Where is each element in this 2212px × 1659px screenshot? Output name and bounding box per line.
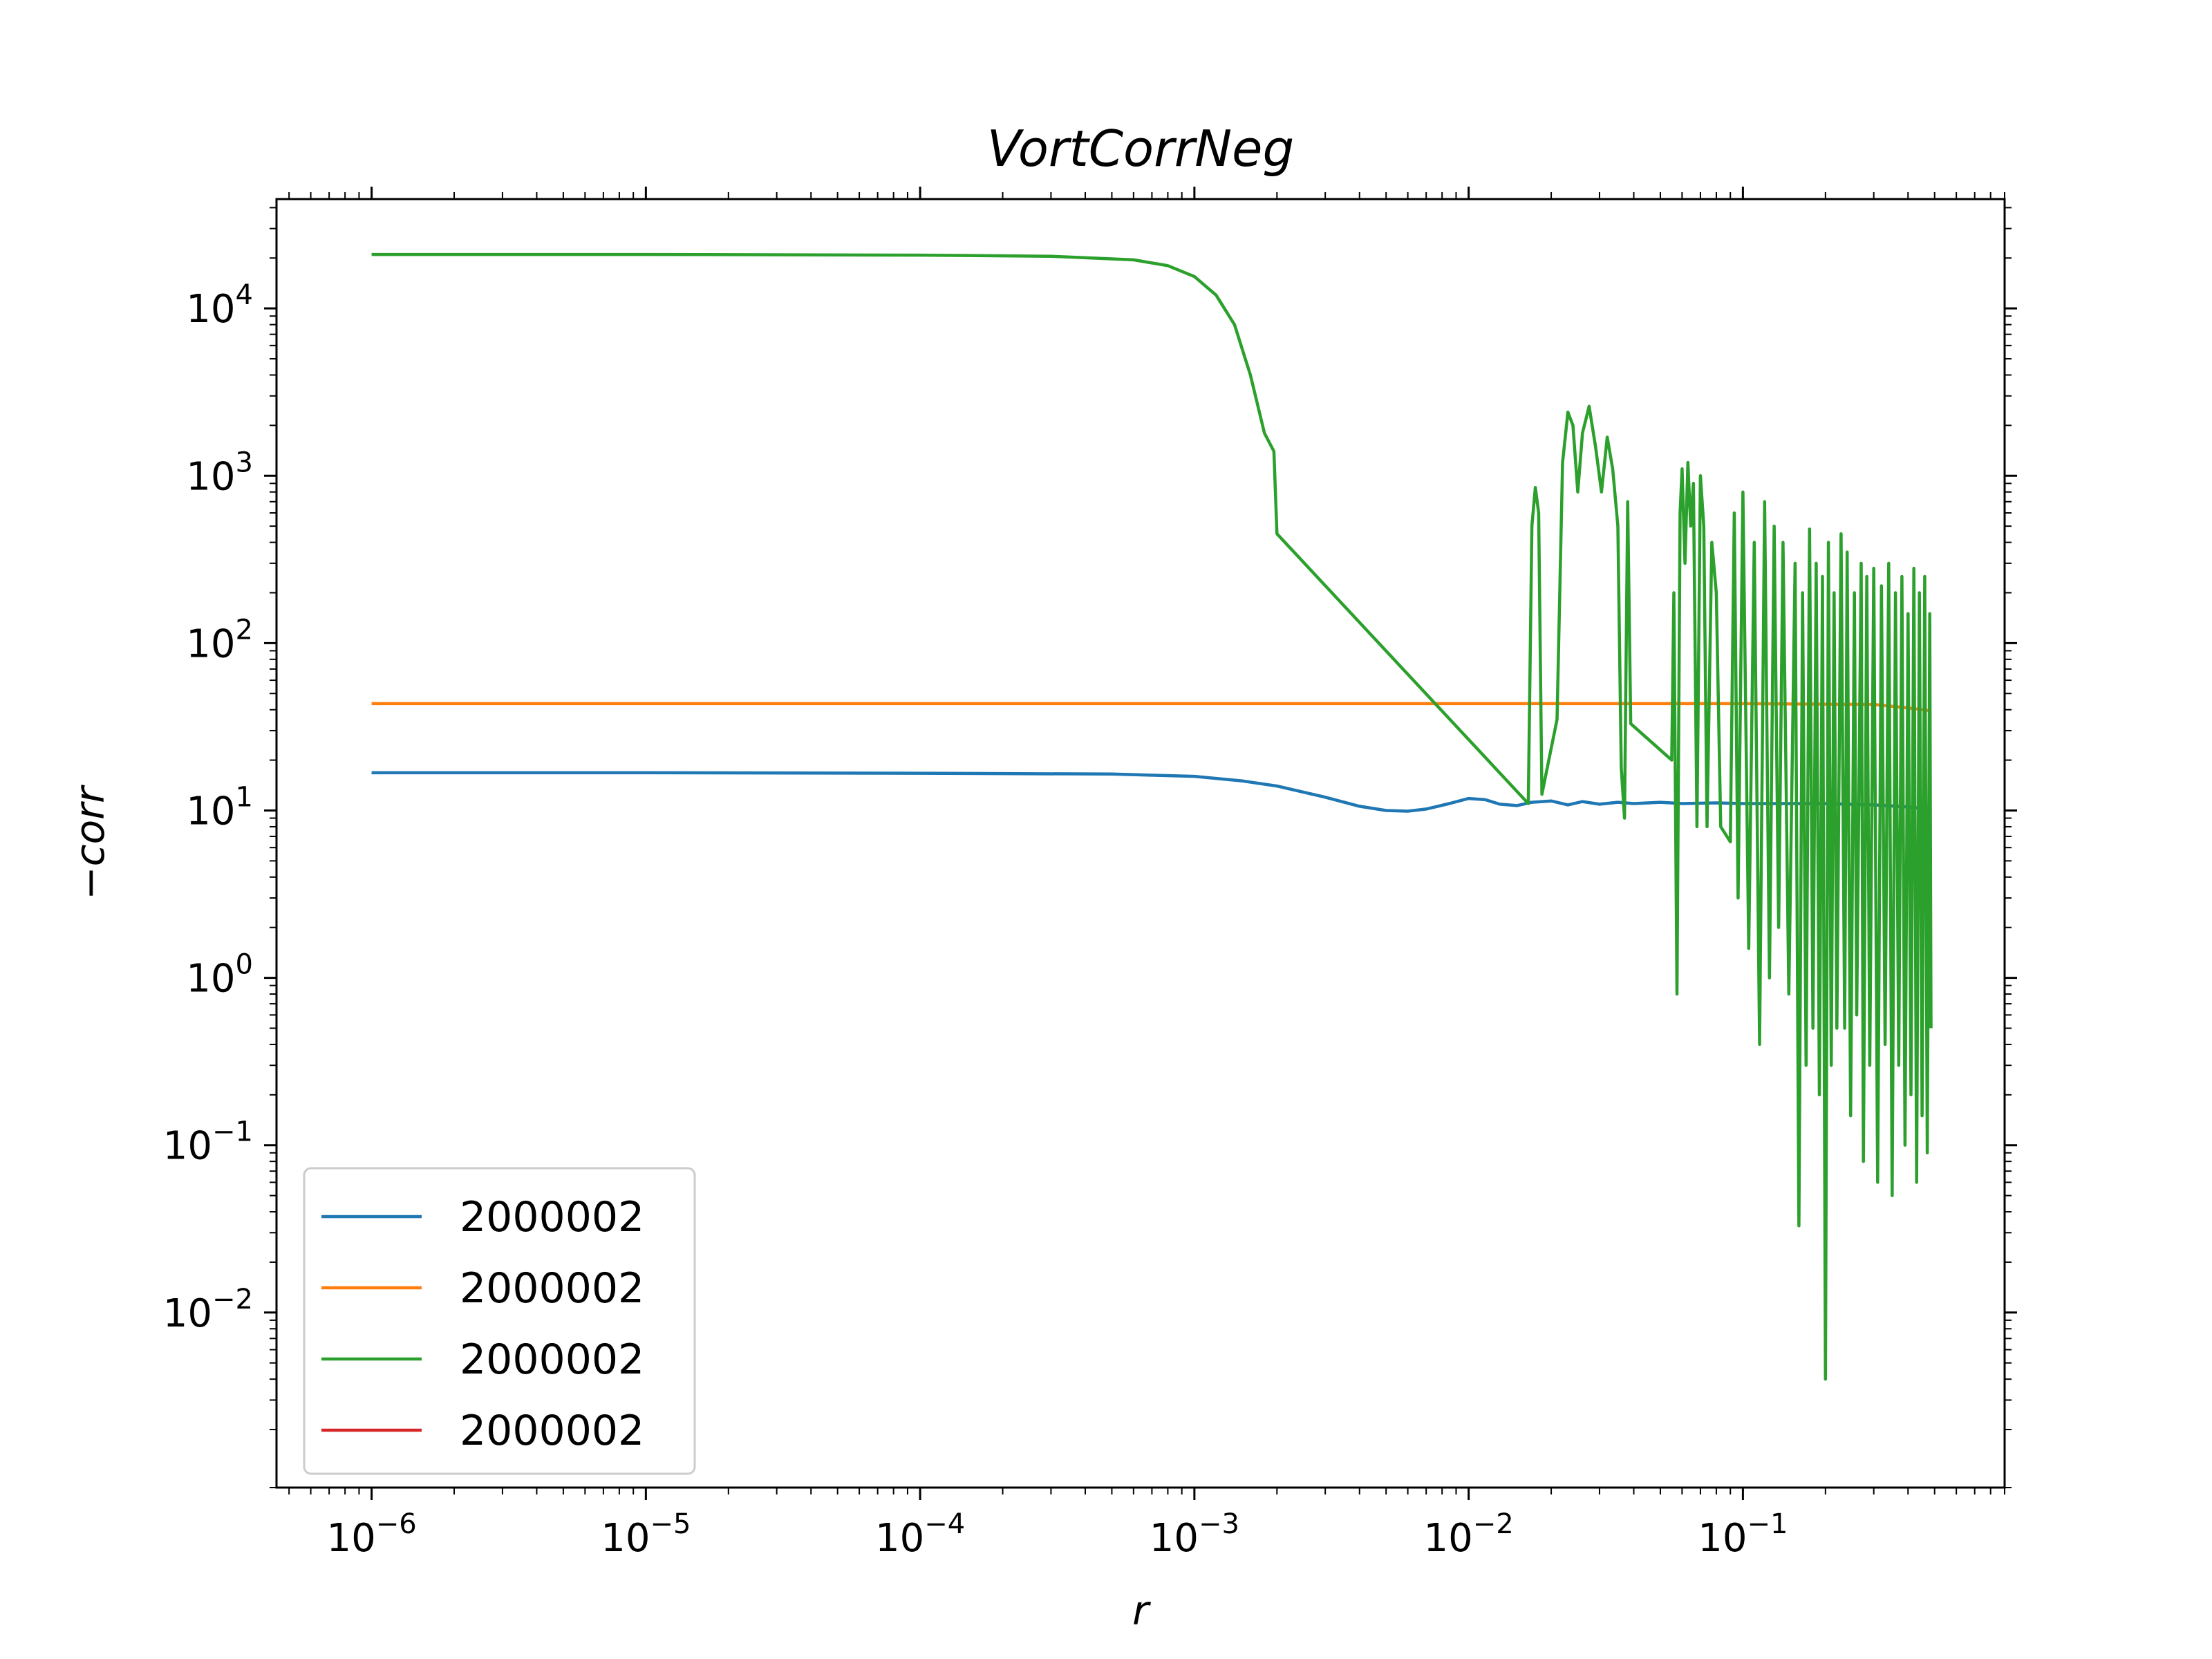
chart-title: VortCorrNeg [987, 120, 1294, 178]
x-axis: 10−6 10−5 10−4 10−3 10−2 10−1 [288, 187, 2005, 1561]
legend-label-4: 2000002 [460, 1407, 644, 1455]
y-axis-label: −corr [66, 785, 113, 900]
y-tick-label: 104 [186, 279, 253, 332]
y-tick-label: 101 [186, 781, 253, 834]
legend-box [303, 1167, 696, 1475]
x-tick-label: 10−1 [1698, 1508, 1788, 1561]
plot-frame [275, 198, 2006, 1489]
y-tick-label: 103 [186, 447, 253, 499]
x-tick-label: 10−5 [601, 1508, 691, 1561]
x-tick-label: 10−4 [875, 1508, 965, 1561]
legend-label-2: 2000002 [460, 1264, 644, 1313]
x-tick-label: 10−3 [1150, 1508, 1239, 1561]
x-tick-label: 10−2 [1424, 1508, 1514, 1561]
y-tick-label: 10−2 [163, 1284, 253, 1336]
y-axis: 10−2 10−1 100 101 102 103 104 [163, 207, 2017, 1488]
y-tick-label: 10−1 [163, 1116, 253, 1169]
y-tick-label: 100 [186, 949, 253, 1002]
y-tick-label: 102 [186, 614, 253, 666]
series-line-1 [371, 771, 1930, 813]
legend-label-3: 2000002 [460, 1335, 644, 1384]
series-layer [371, 252, 1933, 1381]
x-tick-label: 10−6 [326, 1508, 416, 1561]
x-axis-label: r [1132, 1587, 1151, 1634]
legend: 2000002 2000002 2000002 2000002 [303, 1167, 696, 1475]
legend-label-1: 2000002 [460, 1193, 644, 1241]
series-line-3 [371, 252, 1933, 1381]
